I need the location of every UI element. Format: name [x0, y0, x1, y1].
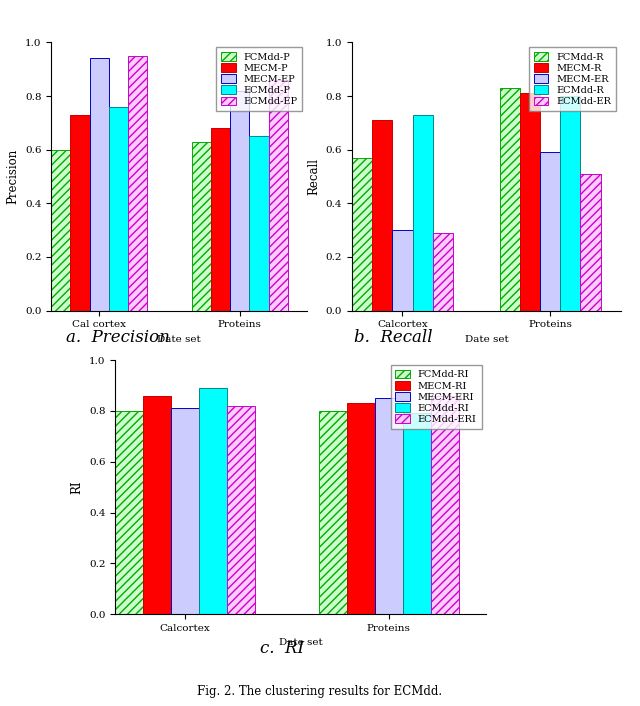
- Bar: [392, 230, 413, 311]
- Bar: [128, 56, 147, 311]
- Bar: [433, 233, 453, 311]
- Bar: [520, 93, 540, 311]
- Bar: [250, 136, 269, 311]
- X-axis label: Date set: Date set: [157, 335, 201, 344]
- X-axis label: Date set: Date set: [279, 638, 323, 647]
- Bar: [51, 150, 70, 311]
- Bar: [500, 88, 520, 311]
- Bar: [580, 174, 600, 311]
- Bar: [347, 403, 375, 614]
- Bar: [143, 395, 171, 614]
- Bar: [375, 398, 403, 614]
- Legend: FCMdd-R, MECM-R, MECM-ER, ECMdd-R, ECMdd-ER: FCMdd-R, MECM-R, MECM-ER, ECMdd-R, ECMdd…: [529, 47, 616, 111]
- Bar: [319, 411, 347, 614]
- Bar: [230, 90, 250, 311]
- Legend: FCMdd-RI, MECM-RI, MECM-ERI, ECMdd-RI, ECMdd-ERI: FCMdd-RI, MECM-RI, MECM-ERI, ECMdd-RI, E…: [390, 365, 481, 429]
- Bar: [192, 142, 211, 311]
- Text: c.  RI: c. RI: [260, 640, 303, 657]
- Bar: [211, 128, 230, 311]
- Bar: [227, 406, 255, 614]
- Bar: [560, 96, 580, 311]
- Bar: [109, 107, 128, 311]
- Legend: FCMdd-P, MECM-P, MECM-EP, ECMdd-P, ECMdd-EP: FCMdd-P, MECM-P, MECM-EP, ECMdd-P, ECMdd…: [216, 47, 302, 111]
- Text: Fig. 2. The clustering results for ECMdd.: Fig. 2. The clustering results for ECMdd…: [197, 686, 443, 698]
- Y-axis label: Precision: Precision: [6, 149, 19, 204]
- Bar: [431, 395, 458, 614]
- Bar: [269, 80, 288, 311]
- Text: b.  Recall: b. Recall: [355, 330, 433, 347]
- Bar: [372, 120, 392, 311]
- Bar: [413, 115, 433, 311]
- Text: a.  Precision: a. Precision: [67, 330, 170, 347]
- Bar: [171, 408, 199, 614]
- Bar: [540, 152, 560, 311]
- Bar: [115, 411, 143, 614]
- Bar: [403, 414, 431, 614]
- Y-axis label: RI: RI: [70, 480, 83, 494]
- Bar: [70, 115, 90, 311]
- Y-axis label: Recall: Recall: [307, 158, 320, 195]
- Bar: [90, 59, 109, 311]
- Bar: [199, 388, 227, 614]
- X-axis label: Date set: Date set: [465, 335, 508, 344]
- Bar: [352, 157, 372, 311]
